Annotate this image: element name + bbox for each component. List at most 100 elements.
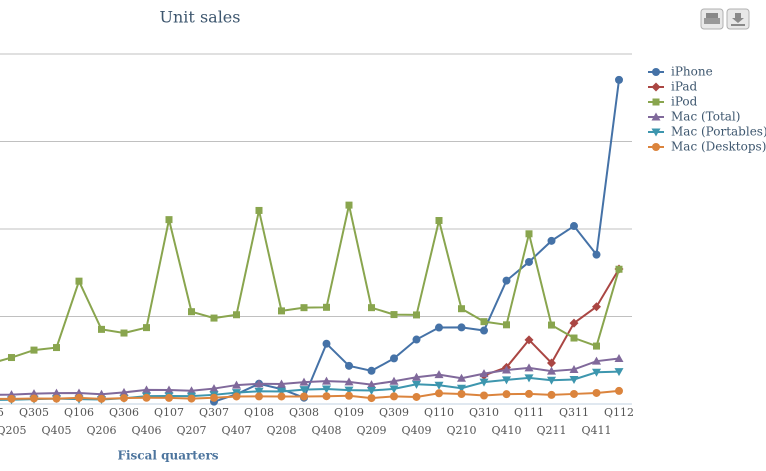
x-tick-label: Q207 (176, 424, 206, 437)
point (323, 303, 330, 311)
point (210, 314, 218, 322)
point (164, 385, 174, 394)
point (525, 257, 533, 266)
point (412, 335, 421, 344)
point (435, 217, 443, 225)
point (525, 389, 533, 398)
point (457, 384, 466, 393)
point (570, 389, 578, 398)
point (615, 265, 623, 273)
point (142, 385, 151, 394)
point (345, 361, 353, 370)
legend-marker (651, 82, 661, 92)
legend-item: Mac (Portables) (648, 125, 766, 139)
point (457, 323, 466, 332)
x-tick-label: Q408 (311, 424, 341, 437)
legend-label: Mac (Total) (671, 110, 740, 124)
x-tick-label: Q310 (469, 406, 499, 419)
point (592, 388, 601, 397)
point (344, 377, 354, 386)
point (52, 388, 61, 397)
point (569, 364, 579, 373)
point (547, 390, 556, 399)
point (75, 393, 83, 402)
legend-marker (652, 143, 660, 151)
point (390, 392, 398, 401)
point (75, 277, 83, 285)
x-tick-label: Q105 (0, 406, 4, 419)
legend-label: iPad (671, 80, 698, 94)
point (277, 387, 286, 396)
point (30, 394, 38, 403)
point (524, 374, 534, 383)
point (120, 329, 128, 337)
x-tick-label: Q112 (604, 406, 634, 419)
legend-marker (652, 98, 660, 106)
point (254, 387, 264, 396)
point (254, 379, 264, 388)
point (412, 392, 421, 401)
point (300, 392, 308, 401)
point (277, 379, 286, 388)
point (8, 354, 15, 362)
point (120, 394, 128, 403)
point (592, 250, 601, 259)
point (569, 318, 579, 328)
point (434, 381, 444, 390)
point (570, 222, 578, 231)
legend-item: Mac (Total) (648, 110, 740, 124)
point (255, 392, 263, 401)
point (525, 230, 533, 238)
point (569, 376, 579, 384)
x-tick-label: Q211 (536, 424, 566, 437)
point (300, 304, 308, 312)
point (434, 370, 444, 379)
point (547, 376, 556, 385)
export-button[interactable] (726, 8, 750, 30)
point (142, 393, 151, 402)
point (322, 392, 331, 401)
point (412, 380, 421, 389)
x-tick-label: Q111 (514, 406, 544, 419)
legend-label: Mac (Desktops) (671, 140, 766, 154)
point (548, 321, 555, 329)
series (0, 386, 623, 403)
point (524, 335, 534, 345)
point (233, 311, 240, 319)
point (345, 201, 353, 209)
legend-label: iPhone (671, 65, 713, 79)
point (502, 376, 511, 385)
point (480, 326, 488, 335)
x-tick-label: Q410 (491, 424, 521, 437)
point (592, 302, 601, 312)
point (74, 388, 84, 397)
point (389, 376, 399, 385)
legend-item: Mac (Desktops) (648, 140, 766, 154)
point (614, 354, 624, 363)
x-tick-label: Q107 (154, 406, 184, 419)
point (547, 236, 556, 245)
point (29, 389, 39, 398)
x-tick-label: Q309 (379, 406, 409, 419)
point (615, 386, 623, 395)
point (97, 394, 106, 403)
point (480, 318, 488, 326)
point (322, 339, 331, 348)
legend-marker (652, 68, 660, 76)
series (210, 75, 623, 406)
x-tick-label: Q210 (446, 424, 476, 437)
series-line (213, 79, 620, 403)
x-tick-label: Q306 (109, 406, 139, 419)
series (0, 201, 623, 362)
print-button[interactable] (700, 8, 724, 30)
x-tick-label: Q308 (289, 406, 319, 419)
point (457, 389, 466, 398)
legend-marker (651, 128, 661, 137)
point (389, 385, 399, 394)
x-tick-label: Q205 (0, 424, 27, 437)
point (570, 334, 578, 342)
point (614, 368, 624, 377)
point (232, 392, 241, 401)
x-tick-label: Q109 (334, 406, 364, 419)
